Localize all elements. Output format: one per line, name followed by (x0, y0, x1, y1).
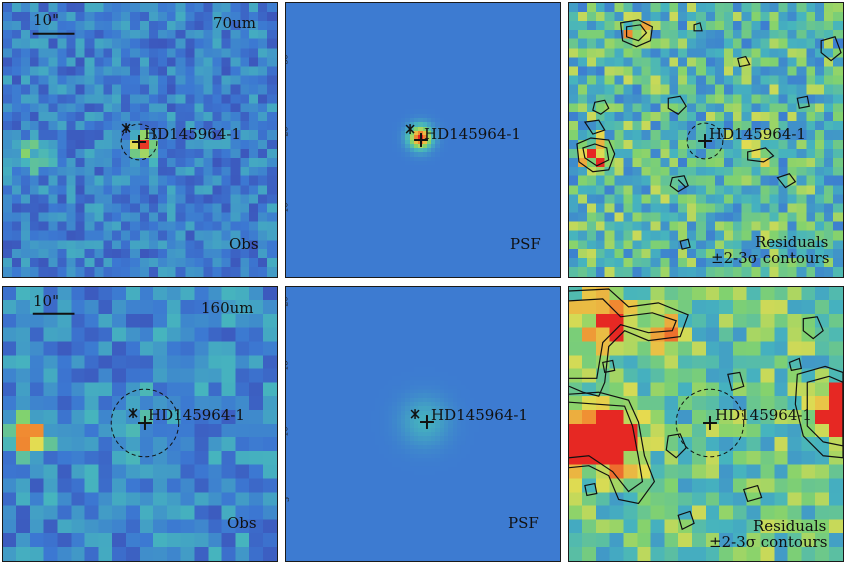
psf-160um-panel: HD145964-1 PSF 20 15 10 5 (285, 286, 561, 562)
aperture-circle (686, 122, 724, 160)
psf-160um-overlay (410, 409, 434, 429)
psf-tick-label: 5 (286, 497, 291, 502)
scale-bar-label: 10" (33, 11, 59, 29)
residual-70um-panel: HD145964-1 Residuals ±2-3σ contours (568, 2, 844, 278)
psf-label: PSF (508, 514, 539, 532)
residual-contours (569, 288, 843, 531)
psf-label: PSF (510, 235, 541, 253)
psf-tick-label: 10 (285, 426, 290, 437)
source-cross-marker (138, 416, 152, 430)
scale-bar-label: 10" (33, 292, 59, 310)
residual-70um-overlay (576, 19, 842, 250)
aperture-circle (675, 388, 745, 458)
residual-contours (576, 19, 842, 250)
residuals-label: Residuals (753, 517, 827, 535)
band-label: 70um (213, 14, 256, 32)
band-label: 160um (201, 299, 254, 317)
aperture-circle (120, 123, 158, 161)
source-name-label: HD145964-1 (431, 406, 528, 424)
residual-160um-panel: HD145964-1 Residuals ±2-3σ contours (568, 286, 844, 562)
residual-160um-overlay (569, 288, 843, 531)
psf-tick-label: 15 (285, 360, 290, 371)
obs-160um-panel: 10" 160um HD145964-1 Obs (2, 286, 278, 562)
psf-160um-image (286, 287, 560, 561)
obs-label: Obs (229, 235, 259, 253)
source-cross-marker (703, 416, 717, 430)
contours-label: ±2-3σ contours (709, 533, 828, 551)
source-cross-marker (420, 415, 434, 429)
source-cross-marker (132, 135, 146, 149)
aperture-circle (110, 388, 180, 458)
psf-70um-overlay (405, 124, 428, 147)
source-name-label: HD145964-1 (144, 125, 241, 143)
contours-label: ±2-3σ contours (711, 249, 830, 267)
obs-70um-panel: 10" 70um HD145964-1 Obs (2, 2, 278, 278)
star-marker (410, 409, 420, 420)
obs-160um-overlay (32, 312, 180, 458)
star-marker (121, 123, 131, 134)
source-cross-marker (698, 134, 712, 148)
psf-tick-label: 20 (285, 126, 290, 137)
star-marker (405, 124, 415, 135)
star-marker (128, 408, 138, 419)
psf-tick-label: 10 (285, 202, 290, 213)
obs-label: Obs (227, 514, 257, 532)
residuals-label: Residuals (755, 233, 829, 251)
psf-tick-label: 20 (285, 296, 290, 307)
source-name-label: HD145964-1 (709, 125, 806, 143)
source-name-label: HD145964-1 (424, 125, 521, 143)
source-name-label: HD145964-1 (715, 406, 812, 424)
source-name-label: HD145964-1 (148, 406, 245, 424)
psf-tick-label: 30 (285, 54, 290, 65)
obs-70um-overlay (32, 32, 158, 161)
psf-70um-panel: HD145964-1 PSF 30 20 10 (285, 2, 561, 278)
source-cross-marker (414, 133, 428, 147)
